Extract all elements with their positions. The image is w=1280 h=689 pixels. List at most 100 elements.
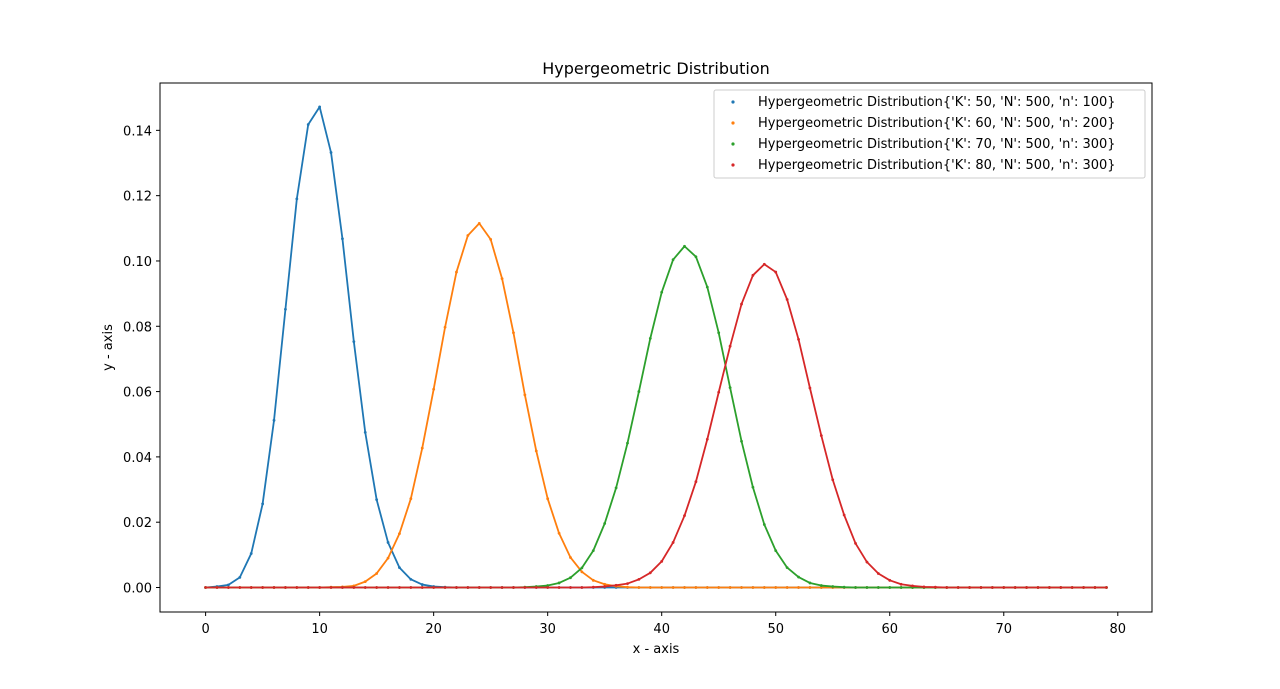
data-point [876,586,880,589]
data-point [774,549,778,553]
data-point [443,586,447,589]
data-point [1047,586,1051,589]
data-point [489,586,493,589]
data-point [1059,586,1063,589]
data-point [443,325,447,329]
data-point [705,285,709,289]
data-point [831,585,835,588]
legend-label: Hypergeometric Distribution{'K': 60, 'N'… [758,116,1116,131]
data-point [717,390,721,394]
y-tick-label: 0.08 [123,320,152,335]
data-point [272,418,276,422]
data-point [979,586,983,589]
data-point [933,585,937,589]
data-point [911,584,914,588]
data-point [341,237,344,241]
data-point [968,586,971,589]
data-point [603,522,607,525]
data-point [557,581,561,585]
y-tick-label: 0.12 [123,190,152,205]
series-line-4 [205,263,1107,589]
data-point [261,586,265,589]
legend-label: Hypergeometric Distribution{'K': 80, 'N'… [758,158,1116,173]
data-point [762,523,766,526]
data-point [819,434,823,438]
data-point [683,514,686,518]
data-point [591,549,595,553]
x-tick-label: 0 [201,622,209,637]
data-point [500,277,504,280]
data-point [409,586,413,589]
data-point [785,566,789,569]
data-point [865,560,869,564]
y-axis-title: y - axis [101,324,116,371]
data-point [523,586,527,589]
data-point [204,586,208,589]
data-point [398,586,401,589]
data-point [614,486,618,490]
data-point [842,513,846,517]
data-point [1013,586,1017,589]
x-axis-title: x - axis [633,642,680,657]
data-point [648,586,652,589]
data-point [945,586,949,589]
data-point [1002,586,1006,589]
data-point [512,586,515,589]
legend-item-4: Hypergeometric Distribution{'K': 80, 'N'… [731,158,1116,173]
data-point [569,576,572,580]
data-point [854,542,857,545]
data-point [1082,586,1085,589]
data-point [500,586,504,589]
data-point [398,566,401,569]
data-point [557,531,561,535]
x-tick-label: 80 [1110,622,1127,637]
data-point [432,586,436,589]
x-tick-label: 60 [881,622,898,637]
data-point [637,586,641,589]
data-point [660,290,664,294]
data-point [591,578,595,582]
x-tick-label: 70 [995,622,1012,637]
x-tick-label: 20 [425,622,442,637]
data-point [546,497,550,501]
data-point [295,586,299,589]
data-point [671,586,675,589]
data-point [238,575,242,579]
series-4 [204,262,1108,589]
data-point [272,586,276,589]
x-tick-label: 40 [653,622,670,637]
data-point [546,584,550,587]
data-point [580,570,584,574]
data-point [352,340,356,344]
data-point [261,502,265,506]
data-point [694,586,698,589]
y-tick-label: 0.02 [123,516,152,531]
data-point [785,586,789,589]
data-point [854,586,857,589]
data-point [1036,586,1040,589]
data-point [626,441,629,445]
data-point [819,586,823,589]
data-point [626,582,629,585]
data-point [409,497,413,501]
data-point [227,583,230,587]
y-ticks: 0.00 0.02 0.04 0.06 0.08 0.10 0.12 0.14 [123,124,160,597]
legend-item-1: Hypergeometric Distribution{'K': 50, 'N'… [731,95,1116,110]
data-point [660,586,664,589]
plot-layer [204,105,1108,589]
data-point [842,585,846,589]
data-point [797,586,800,589]
data-point [808,581,812,585]
data-point [557,586,561,589]
data-point [375,498,379,502]
data-point [534,449,538,453]
x-ticks: 0 10 20 30 40 50 60 70 80 [201,612,1126,637]
data-point [238,586,242,589]
data-point [420,586,424,589]
data-point [683,586,686,589]
data-point [375,572,379,575]
plot-frame [159,82,1153,613]
data-point [215,586,219,589]
data-point [591,585,595,589]
